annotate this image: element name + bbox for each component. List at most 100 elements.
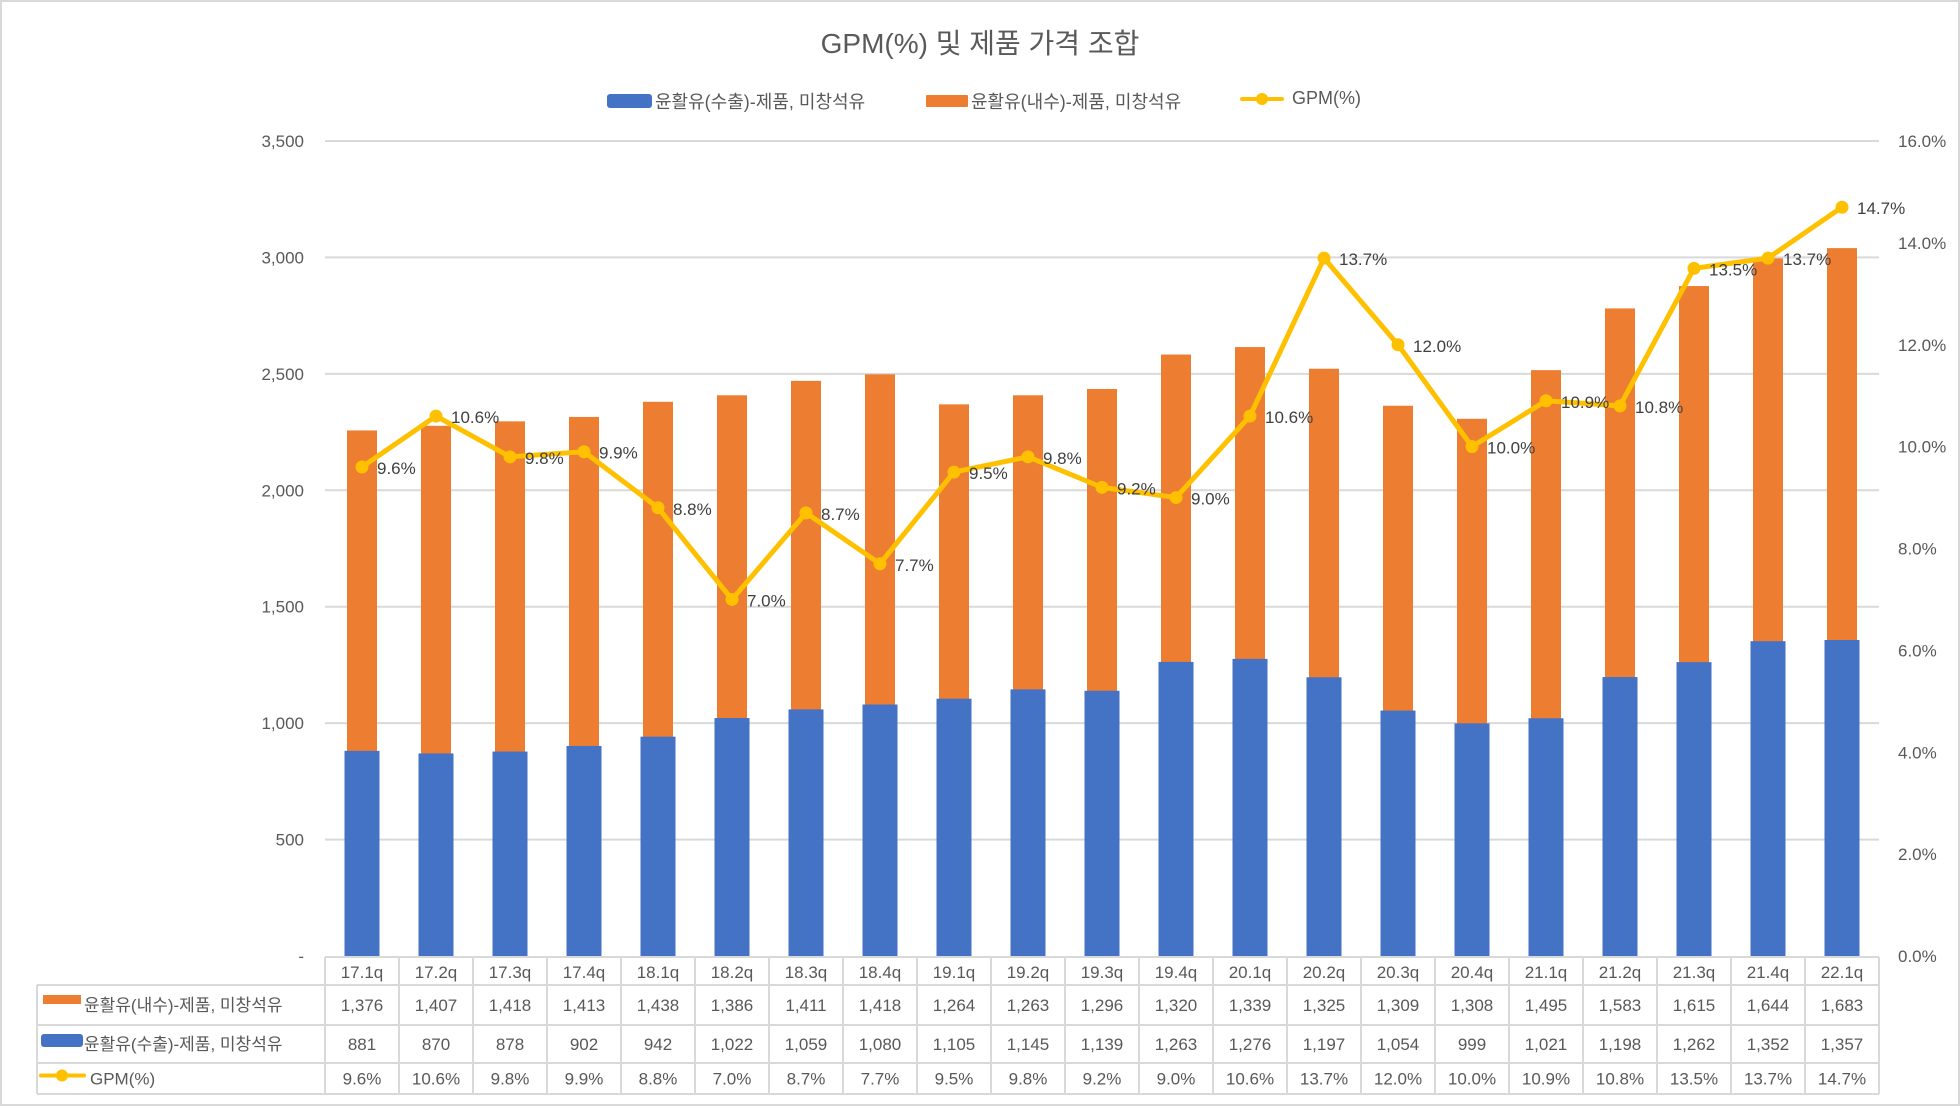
gpm-data-label: 10.8% (1635, 398, 1683, 417)
table-cell: 14.7% (1818, 1070, 1866, 1089)
bar-export (862, 704, 898, 956)
table-cell: 9.2% (1083, 1070, 1122, 1089)
table-cell: 881 (348, 1035, 376, 1054)
left-axis-tick-label: 500 (276, 831, 304, 850)
gpm-data-label: 9.9% (599, 444, 638, 463)
table-cell: 9.9% (565, 1070, 604, 1089)
right-axis-tick-label: 12.0% (1898, 336, 1946, 355)
gpm-point (1613, 399, 1627, 413)
bar-domestic (717, 395, 747, 721)
table-cell: 999 (1458, 1035, 1486, 1054)
table-cell: 13.7% (1300, 1070, 1348, 1089)
table-cell: 1,386 (711, 996, 754, 1015)
bars (344, 248, 1860, 956)
bar-domestic (939, 404, 969, 701)
table-cell: 1,495 (1525, 996, 1568, 1015)
table-cell: 870 (422, 1035, 450, 1054)
gpm-line (355, 200, 1849, 606)
bar-domestic (643, 401, 673, 739)
legend-label-export: 윤활유(수출)-제품, 미창석유 (655, 92, 866, 112)
data-table: 17.1q 17.2q 17.3q 17.4q 18.1q 18.2q 18.3q 18.4q… (36, 956, 1880, 1095)
category-label: 17.1q (341, 963, 384, 982)
gpm-point (503, 450, 517, 464)
category-label: 17.2q (415, 963, 458, 982)
table-cell: 1,054 (1377, 1035, 1420, 1054)
bar-export (344, 750, 380, 956)
chart-legend: 윤활유(수출)-제품, 미창석유 윤활유(내수)-제품, 미창석유 GPM(%) (0, 88, 1960, 114)
bar-export (1676, 662, 1712, 956)
bar-domestic (1531, 370, 1561, 721)
legend-line-marker-icon (1240, 92, 1284, 106)
table-cell: 1,263 (1007, 996, 1050, 1015)
legend-item-gpm[interactable]: GPM(%) (1240, 88, 1361, 109)
gpm-point (577, 445, 591, 459)
table-cell: 1,139 (1081, 1035, 1124, 1054)
table-row-label: 윤활유(수출)-제품, 미창석유 (84, 1035, 282, 1054)
table-cell: 1,309 (1377, 996, 1420, 1015)
right-axis-tick-label: 10.0% (1898, 438, 1946, 457)
gpm-point (429, 409, 443, 423)
gpm-data-label: 9.0% (1191, 490, 1230, 509)
bar-export (1306, 677, 1342, 956)
category-label: 21.3q (1673, 963, 1716, 982)
right-axis-tick-label: 6.0% (1898, 641, 1937, 660)
category-label: 19.2q (1007, 963, 1050, 982)
table-cell: 10.6% (1226, 1070, 1274, 1089)
right-axis-tick-label: 2.0% (1898, 845, 1937, 864)
table-cell: 1,438 (637, 996, 680, 1015)
table-cell: 1,021 (1525, 1035, 1568, 1054)
category-label: 22.1q (1821, 963, 1864, 982)
table-cell: 942 (644, 1035, 672, 1054)
gpm-point (725, 592, 739, 606)
chart-title: GPM(%) 및 제품 가격 조합 (820, 28, 1140, 59)
bar-export (640, 736, 676, 956)
table-cell: 13.5% (1670, 1070, 1718, 1089)
legend-item-domestic[interactable]: 윤활유(내수)-제품, 미창석유 (926, 88, 1181, 114)
bar-export (1454, 723, 1490, 956)
category-label: 20.2q (1303, 963, 1346, 982)
bar-export (1380, 710, 1416, 956)
legend-item-export[interactable]: 윤활유(수출)-제품, 미창석유 (607, 88, 865, 114)
table-cell: 8.8% (639, 1070, 678, 1089)
bar-export (1010, 689, 1046, 956)
bar-domestic (1383, 405, 1413, 713)
category-label: 20.1q (1229, 963, 1272, 982)
bar-export (1084, 690, 1120, 956)
gpm-point (651, 501, 665, 515)
gpm-point (355, 460, 369, 474)
table-cell: 8.7% (787, 1070, 826, 1089)
table-cell: 10.0% (1448, 1070, 1496, 1089)
category-label: 20.4q (1451, 963, 1494, 982)
table-cell: 1,615 (1673, 996, 1716, 1015)
category-label: 19.3q (1081, 963, 1124, 982)
table-cell: 1,262 (1673, 1035, 1716, 1054)
gpm-point (799, 506, 813, 520)
bar-domestic (1013, 395, 1043, 692)
gpm-data-label: 9.8% (525, 449, 564, 468)
right-axis-tick-label: 8.0% (1898, 540, 1937, 559)
table-cell: 7.7% (861, 1070, 900, 1089)
bar-domestic (791, 380, 821, 712)
table-cell: 1,583 (1599, 996, 1642, 1015)
bar-export (1824, 640, 1860, 956)
table-cell: 1,376 (341, 996, 384, 1015)
legend-swatch-domestic (926, 95, 968, 107)
table-cell: 9.8% (1009, 1070, 1048, 1089)
bar-domestic (1679, 286, 1709, 665)
gpm-data-label: 12.0% (1413, 337, 1461, 356)
table-row-label: 윤활유(내수)-제품, 미창석유 (84, 996, 282, 1015)
gpm-data-labels: 9.6% 10.6% 9.8% 9.9% 8.8% 7.0% 8.7% 7.7% 9.5% 9.8… (377, 199, 1905, 610)
table-cell: 1,145 (1007, 1035, 1050, 1054)
bar-domestic (347, 430, 377, 753)
table-row-label: GPM(%) (90, 1070, 155, 1089)
gpm-data-label: 13.7% (1783, 250, 1831, 269)
table-cell: 1,308 (1451, 996, 1494, 1015)
table-cell: 1,022 (711, 1035, 754, 1054)
category-label: 18.2q (711, 963, 754, 982)
gpm-point (1095, 480, 1109, 494)
right-axis-tick-label: 0.0% (1898, 947, 1937, 966)
gpm-point (1835, 200, 1849, 214)
gpm-point (1391, 338, 1405, 352)
gpm-point (1465, 440, 1479, 454)
